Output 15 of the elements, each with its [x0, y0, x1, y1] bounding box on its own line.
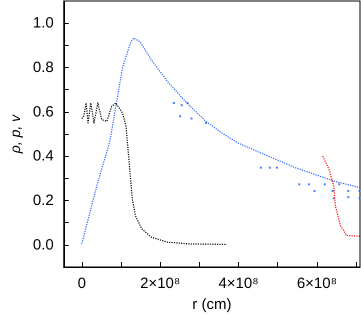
- line-series: [81, 37, 360, 244]
- y-tick-label: 0.8: [32, 59, 54, 76]
- y-tick-label: 0.0: [32, 236, 54, 254]
- line-series: [322, 156, 360, 237]
- y-tick-label: 0.4: [32, 148, 54, 165]
- x-tick-label: 2×10⁸: [140, 275, 180, 292]
- y-tick-label: 0.6: [32, 103, 54, 120]
- x-tick-label: 4×10⁸: [218, 275, 259, 292]
- y-tick-label: 0.2: [32, 192, 54, 209]
- y-axis-title: ρ, p, v: [7, 114, 23, 154]
- x-tick-label: 6×10⁸: [296, 275, 337, 292]
- y-tick-label: 1.0: [32, 14, 54, 32]
- line-series: [81, 102, 228, 245]
- x-tick-label: 0: [78, 275, 86, 292]
- x-axis-title: r (cm): [192, 296, 232, 313]
